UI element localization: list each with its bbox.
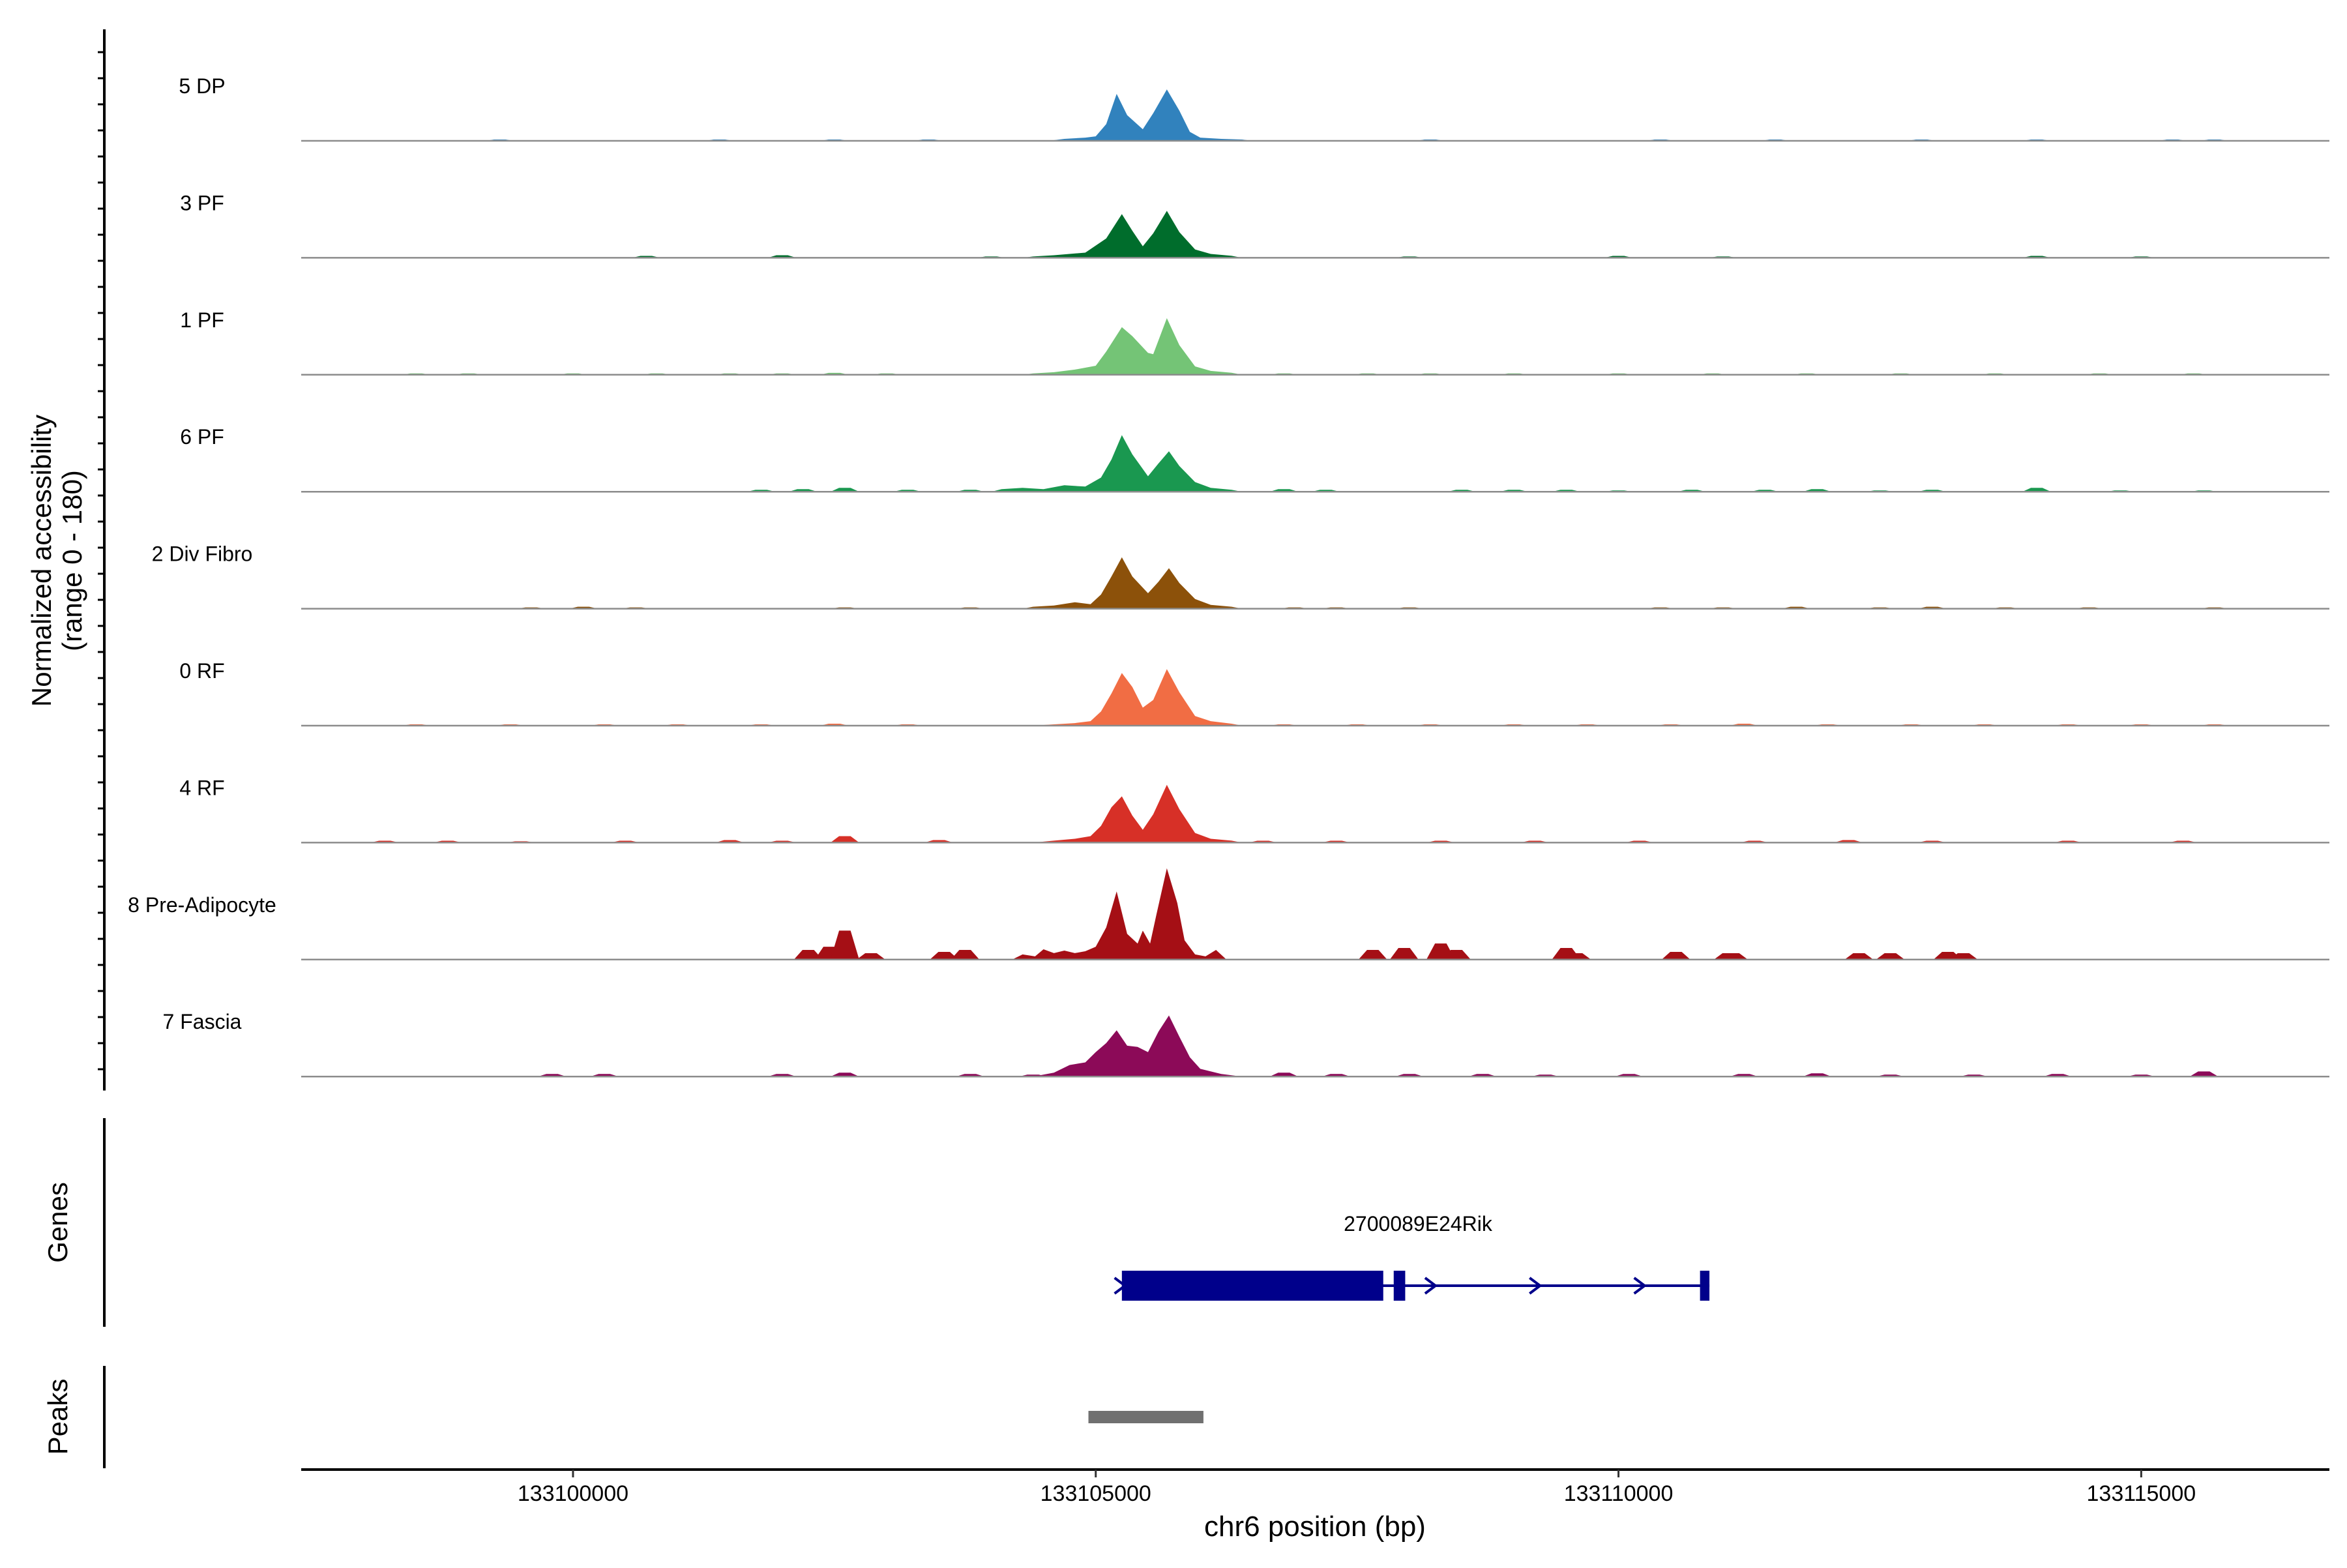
track-label-1-pf: 1 PF — [180, 308, 224, 332]
gene-strand-arrow-2 — [1529, 1277, 1543, 1295]
coverage-bump-8-pre-adipocyte-14 — [1719, 953, 1748, 960]
x-axis-tick-label-1: 133105000 — [1041, 1481, 1151, 1506]
coverage-left-axis — [98, 29, 106, 1091]
track-3-pf: 3 PF — [180, 191, 2329, 259]
gene-annotation-track: 2700089E24Rik — [1114, 1212, 1710, 1301]
coverage-bump-8-pre-adipocyte-5 — [951, 950, 980, 960]
coverage-bump-8-pre-adipocyte-12 — [1661, 951, 1690, 960]
coverage-bump-8-pre-adipocyte-15 — [1844, 953, 1874, 960]
coverage-bump-8-pre-adipocyte-6 — [1358, 950, 1387, 960]
track-label-8-pre-adipocyte: 8 Pre-Adipocyte — [128, 893, 276, 917]
track-1-pf: 1 PF — [180, 308, 2329, 376]
coverage-bump-8-pre-adipocyte-2 — [830, 930, 859, 960]
gene-strand-arrow-0 — [1114, 1277, 1127, 1295]
gene-exon-2 — [1700, 1271, 1710, 1301]
coverage-bump-6-pf-2 — [830, 488, 859, 492]
peaks-panel-label: Peaks — [42, 1379, 73, 1455]
track-2-div-fibro: 2 Div Fibro — [152, 542, 2329, 610]
coverage-bump-6-pf-16 — [2022, 488, 2051, 492]
gene-name-label: 2700089E24Rik — [1344, 1212, 1493, 1235]
coverage-area-7-fascia — [301, 1015, 2329, 1077]
coverage-area-8-pre-adipocyte — [301, 868, 2329, 960]
coverage-area-1-pf — [301, 318, 2329, 375]
coverage-tracks: 5 DP 3 PF 1 PF 6 PF 2 Div Fibro 0 RF 4 RF 8 Pre… — [128, 74, 2329, 1078]
track-8-pre-adipocyte: 8 Pre-Adipocyte — [128, 868, 2329, 961]
peaks-track — [1088, 1411, 1203, 1423]
gene-strand-arrow-1 — [1424, 1277, 1438, 1295]
coverage-area-0-rf — [301, 669, 2329, 726]
track-label-6-pf: 6 PF — [180, 425, 224, 449]
track-label-0-rf: 0 RF — [179, 659, 224, 683]
coverage-bump-8-pre-adipocyte-11 — [1562, 953, 1591, 960]
coverage-area-5-dp — [301, 89, 2329, 141]
coverage-bump-7-fascia-18 — [2189, 1071, 2219, 1077]
track-label-3-pf: 3 PF — [180, 191, 224, 214]
x-axis-tick-label-0: 133100000 — [518, 1481, 628, 1506]
gene-exon-0 — [1121, 1271, 1383, 1301]
y-axis-label-line2: (range 0 - 180) — [57, 470, 87, 651]
track-5-dp: 5 DP — [179, 74, 2329, 142]
coverage-bump-4-rf-6 — [830, 836, 859, 843]
track-label-7-fascia: 7 Fascia — [163, 1010, 242, 1033]
coverage-bump-7-fascia-3 — [830, 1072, 859, 1077]
coverage-bump-8-pre-adipocyte-18 — [1949, 953, 1978, 960]
track-6-pf: 6 PF — [180, 425, 2329, 493]
track-label-2-div-fibro: 2 Div Fibro — [152, 542, 253, 566]
coverage-bump-8-pre-adipocyte-0 — [793, 950, 823, 960]
track-7-fascia: 7 Fascia — [163, 1010, 2329, 1078]
x-axis-tick-label-3: 133115000 — [2087, 1481, 2196, 1506]
genes-panel-label: Genes — [42, 1182, 73, 1263]
coverage-area-6-pf — [301, 435, 2329, 492]
coverage-bump-8-pre-adipocyte-3 — [856, 953, 885, 960]
x-axis-title: chr6 position (bp) — [1204, 1511, 1426, 1543]
coverage-bump-8-pre-adipocyte-4 — [930, 951, 959, 960]
track-4-rf: 4 RF — [179, 776, 2329, 844]
track-label-4-rf: 4 RF — [179, 776, 224, 799]
coverage-bump-8-pre-adipocyte-9 — [1441, 950, 1471, 960]
coverage-bump-8-pre-adipocyte-7 — [1389, 948, 1419, 960]
coverage-area-4-rf — [301, 784, 2329, 843]
coverage-bump-8-pre-adipocyte-16 — [1876, 953, 1905, 960]
x-axis-tick-label-2: 133110000 — [1564, 1481, 1674, 1506]
coverage-area-2-div-fibro — [301, 557, 2329, 609]
gene-exon-1 — [1393, 1271, 1406, 1301]
coverage-bump-7-fascia-6 — [1269, 1072, 1299, 1077]
x-axis: chr6 position (bp) 133100000 133105000 133… — [301, 1468, 2329, 1543]
coverage-area-3-pf — [301, 211, 2329, 258]
track-0-rf: 0 RF — [179, 659, 2329, 727]
peak-bar-0 — [1088, 1411, 1203, 1423]
track-label-5-dp: 5 DP — [179, 74, 225, 98]
y-axis-label-line1: Normalized accessibility — [26, 415, 57, 707]
gene-strand-arrow-3 — [1633, 1277, 1647, 1295]
